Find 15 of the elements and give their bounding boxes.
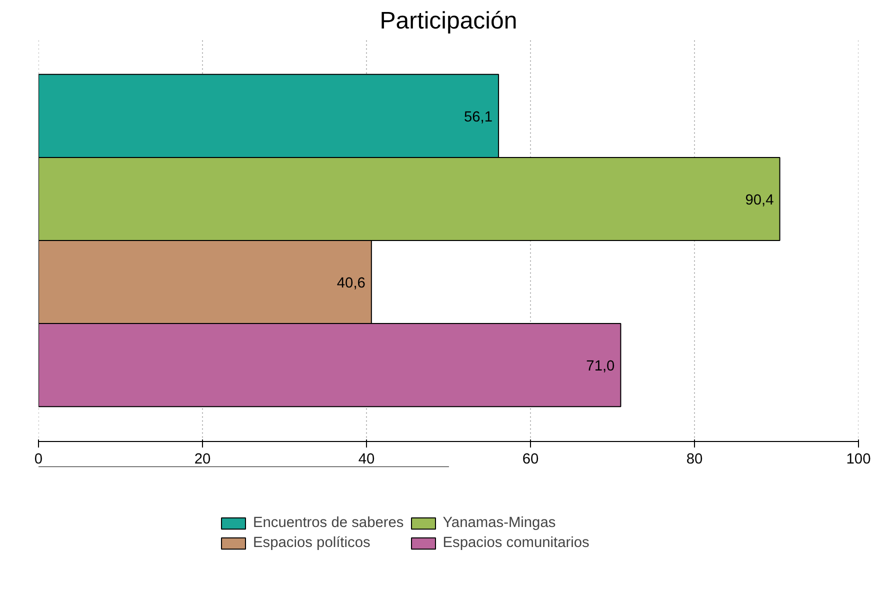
legend-label: Espacios políticos (253, 535, 370, 551)
x-tick-label: 100 (846, 452, 871, 468)
data-label: 90,4 (745, 192, 774, 208)
x-tick-label: 40 (358, 452, 375, 468)
x-tick-label: 20 (194, 452, 211, 468)
legend-label: Espacios comunitarios (442, 535, 590, 551)
legend-label: Encuentros de saberes (253, 515, 404, 531)
chart-title: Participación (380, 8, 518, 34)
x-tick-label: 80 (686, 452, 703, 468)
legend-label: Yanamas-Mingas (442, 515, 556, 531)
x-tick-label: 60 (522, 452, 539, 468)
data-label: 56,1 (464, 109, 493, 126)
x-tick-label: 0 (34, 452, 43, 468)
data-label: 40,6 (336, 276, 366, 292)
data-label: 71,0 (586, 358, 615, 375)
